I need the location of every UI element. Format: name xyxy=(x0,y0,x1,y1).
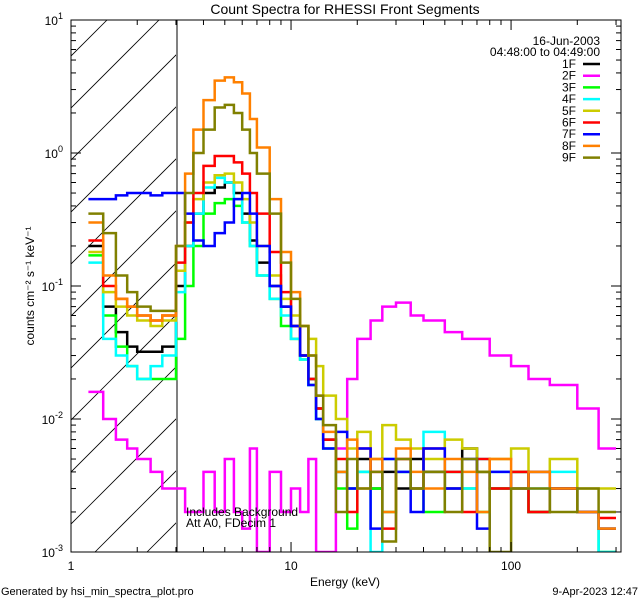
hatch-line xyxy=(71,210,176,317)
hatch-line xyxy=(71,158,176,265)
series-line-5F xyxy=(88,172,616,490)
legend-label: 3F xyxy=(562,80,576,94)
footer-generated-by: Generated by hsi_min_spectra_plot.pro xyxy=(1,586,194,598)
footer-timestamp: 9-Apr-2023 12:47 xyxy=(552,586,638,598)
y-tick-label: 10-1 xyxy=(42,277,63,294)
hatch-line xyxy=(71,20,160,109)
annotation-background: Includes Background xyxy=(186,505,298,519)
legend-label: 7F xyxy=(562,127,576,141)
y-axis-label: counts cm⁻² s⁻¹ keV⁻¹ xyxy=(23,226,37,345)
legend-label: 8F xyxy=(562,139,576,153)
x-axis-label: Energy (keV) xyxy=(310,575,380,589)
annotation-attenuator: Att A0, FDecim 1 xyxy=(186,516,276,530)
x-tick-label: 100 xyxy=(501,559,521,573)
series-line-7F xyxy=(88,191,616,530)
series-line-9F xyxy=(88,103,616,552)
legend-label: 6F xyxy=(562,116,576,130)
legend-date: 16-Jun-2003 xyxy=(533,34,601,48)
hatch-line xyxy=(71,262,176,369)
hatch-line xyxy=(71,20,108,57)
y-tick-label: 10-3 xyxy=(42,543,63,560)
y-tick-label: 10-2 xyxy=(42,410,63,427)
legend-time-range: 04:48:00 to 04:49:00 xyxy=(490,45,600,59)
hatch-line xyxy=(71,418,176,525)
legend-label: 5F xyxy=(562,104,576,118)
hatch-line xyxy=(71,366,176,473)
series-line-4F xyxy=(88,176,616,552)
y-tick-label: 101 xyxy=(45,11,63,28)
legend-label: 4F xyxy=(562,92,576,106)
series-line-8F xyxy=(88,76,616,530)
hatched-region xyxy=(71,20,176,552)
chart-title: Count Spectra for RHESSI Front Segments xyxy=(210,1,479,17)
legend-label: 1F xyxy=(562,57,576,71)
legend-label: 2F xyxy=(562,69,576,83)
x-tick-label: 1 xyxy=(68,559,75,573)
legend-label: 9F xyxy=(562,151,576,165)
x-tick-label: 10 xyxy=(284,559,298,573)
series-line-2F xyxy=(88,301,616,552)
y-tick-label: 100 xyxy=(45,144,63,161)
